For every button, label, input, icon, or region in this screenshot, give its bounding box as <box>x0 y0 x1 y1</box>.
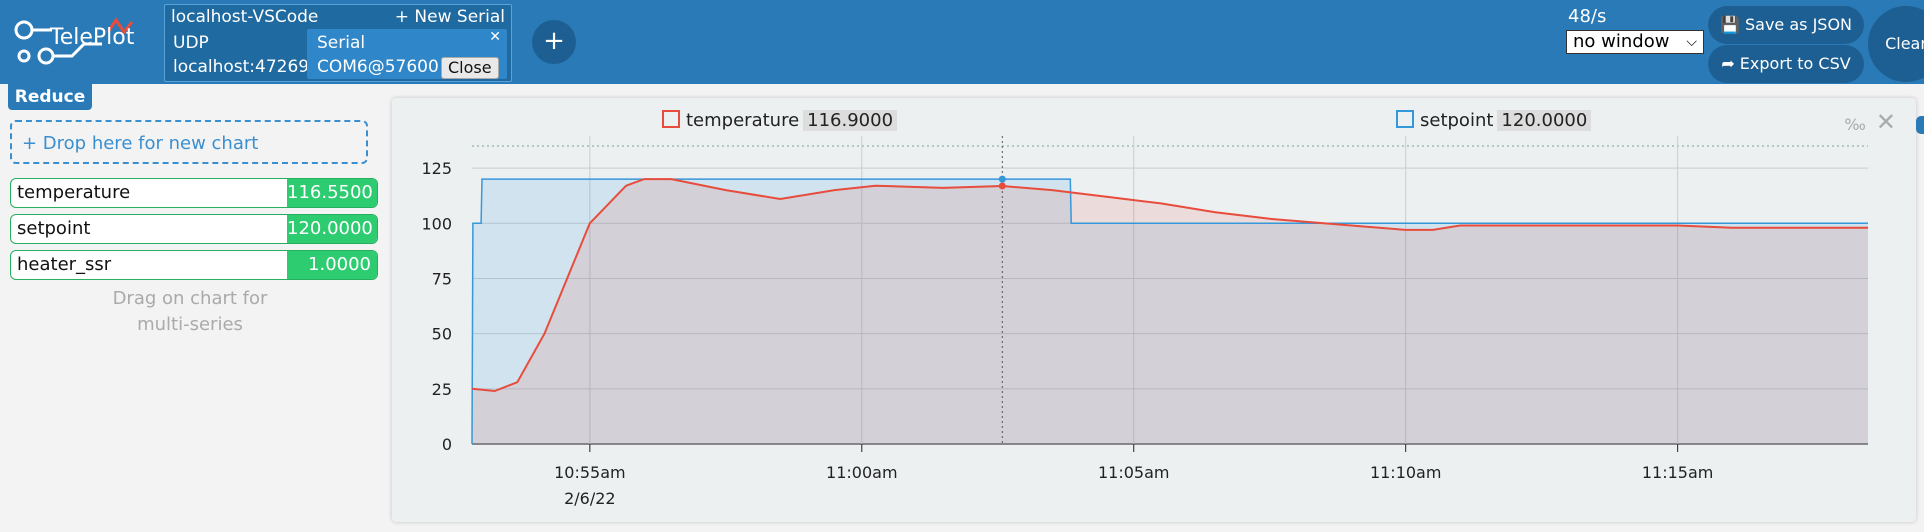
y-tick-label: 0 <box>442 435 452 454</box>
save-json-button[interactable]: 💾 Save as JSON <box>1708 6 1864 44</box>
serial-close-button[interactable]: Close <box>441 57 499 79</box>
legend-label: temperature <box>686 110 800 131</box>
y-tick-label: 100 <box>421 214 452 233</box>
add-connection-button[interactable]: + <box>532 20 576 64</box>
legend-item-setpoint[interactable]: setpoint 120.0000 <box>1396 110 1592 131</box>
logo-text: TelePlot <box>49 25 135 50</box>
data-rate: 48/s <box>1568 6 1607 27</box>
chevron-down-icon: ⌵ <box>1686 34 1697 50</box>
top-toolbar: TelePlot localhost-VSCode + New Serial U… <box>0 0 1924 84</box>
x-tick-label: 10:55am <box>554 463 626 482</box>
hint-line-2: multi-series <box>137 314 243 335</box>
hint-line-1: Drag on chart for <box>112 288 268 309</box>
x-tick-label: 11:05am <box>1098 463 1170 482</box>
chart-card[interactable]: temperature 116.9000 setpoint 120.0000 ‰ ✕ … <box>392 98 1916 522</box>
chart-controls: ‰ ✕ <box>1844 108 1896 136</box>
connection-title: localhost-VSCode <box>171 7 319 27</box>
variable-value: 1.0000 <box>287 251 377 279</box>
variable-value: 116.5500 <box>287 179 377 207</box>
scroll-handle[interactable] <box>1916 116 1924 134</box>
x-date-label: 2/6/22 <box>564 489 616 508</box>
legend-value: 116.9000 <box>803 110 898 131</box>
permille-icon[interactable]: ‰ <box>1844 115 1866 134</box>
legend-value: 120.0000 <box>1497 110 1592 131</box>
variable-value: 120.0000 <box>287 215 377 243</box>
legend-swatch <box>662 110 680 128</box>
new-chart-dropzone[interactable]: + Drop here for new chart <box>10 120 368 164</box>
variable-row-temperature[interactable]: temperature 116.5500 <box>10 178 378 208</box>
series-area-temperature <box>472 179 1868 444</box>
teleplot-logo-icon: TelePlot <box>14 17 135 65</box>
multi-series-hint: Drag on chart for multi-series <box>90 286 290 338</box>
x-tick-label: 11:00am <box>826 463 898 482</box>
reduce-button[interactable]: Reduce <box>8 84 92 110</box>
y-tick-label: 125 <box>421 159 452 178</box>
cursor-marker-setpoint <box>998 175 1006 183</box>
close-chart-icon[interactable]: ✕ <box>1875 108 1896 136</box>
serial-label: Serial <box>317 33 366 53</box>
connection-panel: localhost-VSCode + New Serial UDP localh… <box>164 4 512 82</box>
variable-row-heater-ssr[interactable]: heater_ssr 1.0000 <box>10 250 378 280</box>
variable-name: temperature <box>17 182 131 203</box>
y-tick-label: 75 <box>432 269 452 288</box>
variable-row-setpoint[interactable]: setpoint 120.0000 <box>10 214 378 244</box>
x-tick-label: 11:15am <box>1642 463 1714 482</box>
window-select[interactable]: no window ⌵ <box>1566 30 1704 54</box>
line-chart[interactable]: 0 25 50 75 100 125 10:55am 2/6/22 11:00am 11:05am… <box>392 98 1916 522</box>
udp-address: localhost:47269 <box>173 57 310 77</box>
y-tick-label: 25 <box>432 380 452 399</box>
cursor-marker-temperature <box>998 182 1006 190</box>
y-tick-label: 50 <box>432 325 452 344</box>
serial-port: COM6@57600 <box>317 57 439 77</box>
legend-label: setpoint <box>1420 110 1494 131</box>
new-serial-button[interactable]: + New Serial <box>394 7 505 27</box>
legend-item-temperature[interactable]: temperature 116.9000 <box>662 110 898 131</box>
export-csv-button[interactable]: ➦ Export to CSV <box>1708 45 1864 83</box>
series-area-setpoint <box>472 179 1868 444</box>
udp-label: UDP <box>173 33 209 53</box>
legend-swatch <box>1396 110 1414 128</box>
variable-name: heater_ssr <box>17 254 112 275</box>
series-line-setpoint <box>471 178 1868 445</box>
serial-close-icon[interactable]: ✕ <box>489 29 501 45</box>
x-tick-label: 11:10am <box>1370 463 1442 482</box>
clear-button[interactable]: Clear <box>1868 6 1924 82</box>
window-select-value: no window <box>1573 31 1670 52</box>
variable-name: setpoint <box>17 218 91 239</box>
